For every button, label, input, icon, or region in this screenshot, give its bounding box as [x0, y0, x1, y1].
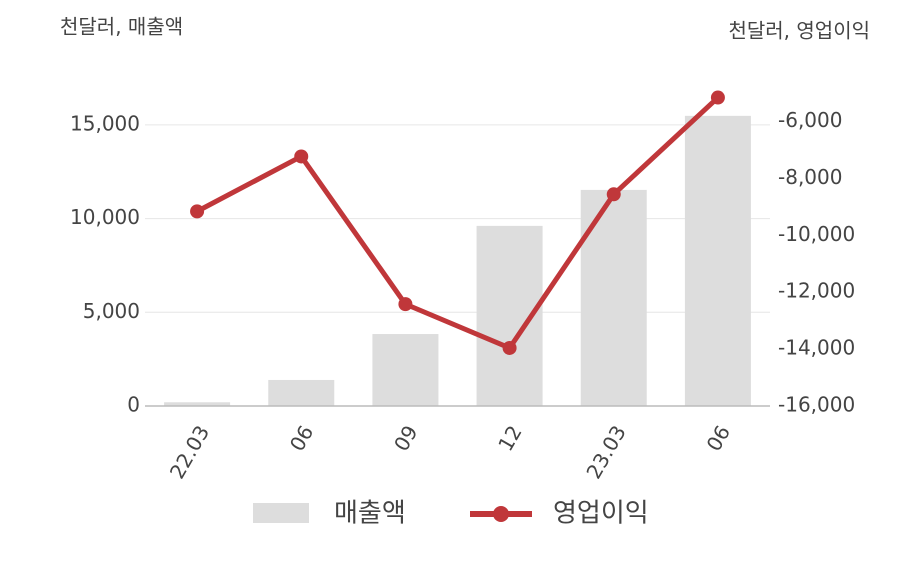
y2-tick-label: -10,000 [778, 222, 855, 246]
bar [684, 115, 751, 406]
x-tick-label: 06 [701, 421, 735, 455]
y-tick-label: 10,000 [70, 205, 140, 229]
bar [268, 379, 335, 406]
y-tick-label: 15,000 [70, 111, 140, 135]
x-tick-label: 09 [389, 421, 423, 455]
legend-swatch [253, 503, 309, 523]
y2-tick-label: -16,000 [778, 393, 855, 417]
y-axis-title: 천달러, 매출액 [60, 15, 183, 39]
x-tick-label: 06 [285, 421, 319, 455]
line-point [294, 149, 309, 164]
line-point [606, 187, 621, 202]
y2-tick-label: -12,000 [778, 279, 855, 303]
line-point [710, 90, 725, 105]
x-tick-label: 12 [493, 421, 527, 455]
x-tick-label: 22.03 [165, 421, 214, 483]
y2-axis-title: 천달러, 영업이익 [728, 19, 870, 43]
legend-swatch [493, 506, 509, 522]
legend-label: 영업이익 [553, 499, 649, 529]
legend-label: 매출액 [334, 499, 406, 529]
bar [372, 334, 439, 406]
bar [580, 189, 647, 406]
line-point [190, 204, 205, 219]
line-point [502, 340, 517, 355]
bar [164, 402, 231, 406]
y2-tick-label: -8,000 [778, 165, 842, 189]
line [195, 95, 720, 351]
y2-tick-label: -14,000 [778, 336, 855, 360]
y2-tick-label: -6,000 [778, 108, 842, 132]
y-tick-label: 5,000 [83, 299, 140, 323]
y-tick-label: 0 [127, 393, 140, 417]
line-point [398, 297, 413, 312]
x-tick-label: 23.03 [581, 421, 630, 483]
